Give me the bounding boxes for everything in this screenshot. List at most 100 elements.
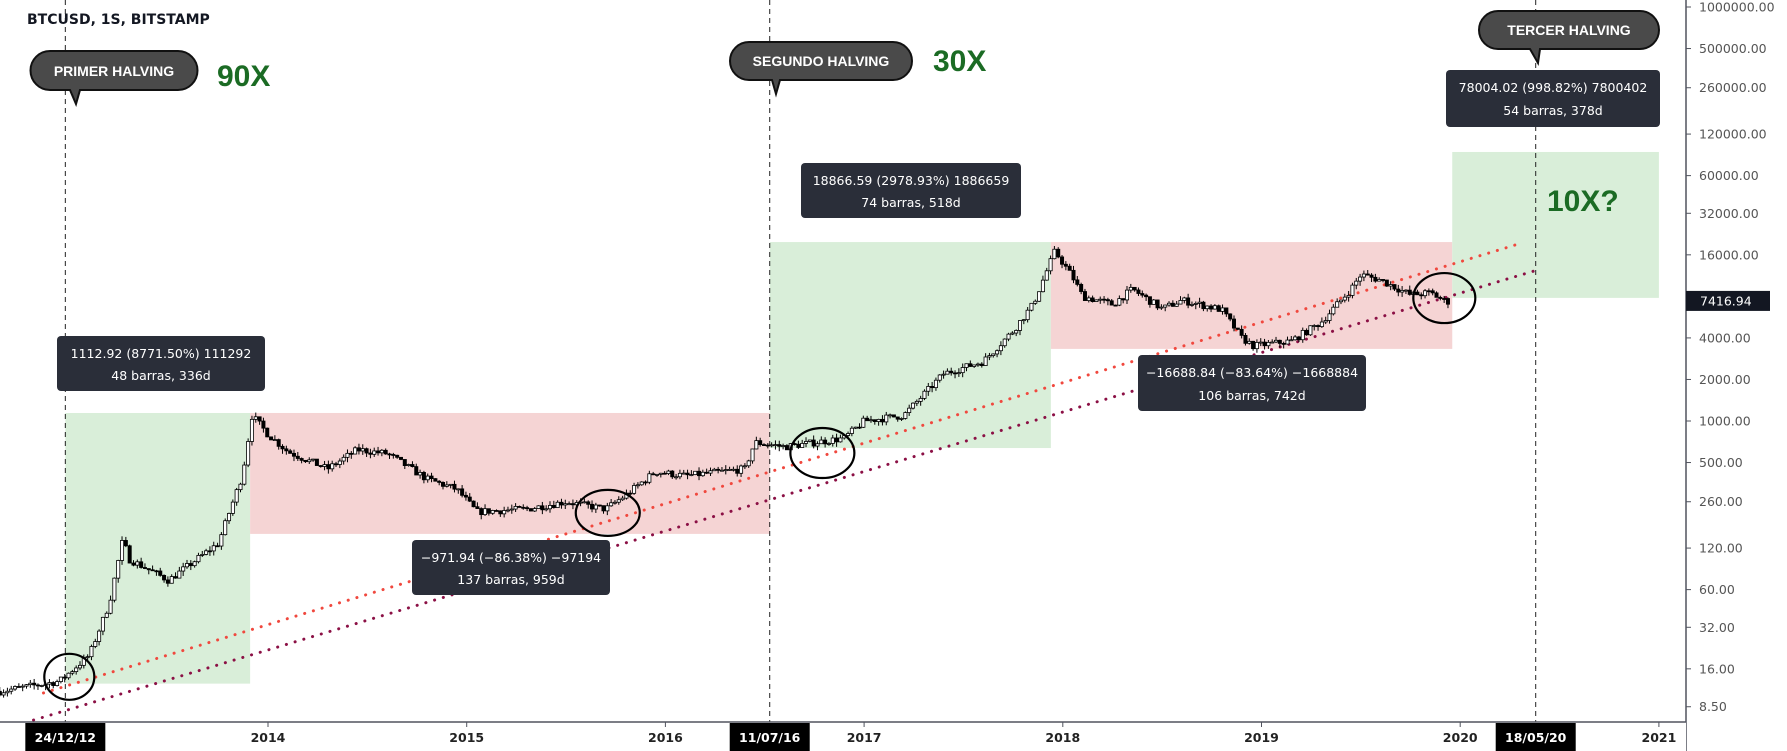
- candle-body: [1044, 270, 1049, 281]
- candle-body: [223, 520, 228, 536]
- candle-body: [429, 475, 434, 480]
- candle-body: [723, 469, 728, 472]
- candle-body: [1293, 336, 1298, 341]
- candle: [544, 505, 549, 512]
- candle: [930, 381, 935, 393]
- candle: [314, 458, 319, 466]
- candle: [647, 470, 652, 485]
- candle-body: [945, 370, 950, 375]
- candle: [685, 469, 690, 480]
- candle-body: [1304, 329, 1309, 336]
- candle-body: [242, 464, 247, 485]
- candle-body: [165, 579, 170, 584]
- candle: [666, 469, 671, 476]
- stats-bars-days: 48 barras, 336d: [111, 368, 210, 383]
- candle-body: [74, 667, 79, 672]
- candle: [1319, 317, 1324, 328]
- candle: [1144, 293, 1149, 301]
- candle-body: [211, 545, 216, 552]
- stats-box-4[interactable]: −16688.84 (−83.64%) −1668884 106 barras,…: [1138, 355, 1366, 411]
- candle-body: [108, 599, 113, 614]
- green-zone: [1452, 151, 1659, 298]
- candle-body: [444, 484, 449, 487]
- candle: [1014, 329, 1019, 337]
- candle: [1445, 297, 1450, 309]
- time-axis[interactable]: [0, 722, 1686, 751]
- stats-box-5[interactable]: 78004.02 (998.82%) 7800402 54 barras, 37…: [1446, 70, 1660, 127]
- highlight-circle: [789, 426, 856, 480]
- candle-body: [353, 447, 358, 455]
- candle: [406, 463, 411, 467]
- candle: [376, 446, 381, 456]
- callout-primer-halving[interactable]: PRIMER HALVING: [29, 50, 199, 107]
- candle: [1197, 297, 1202, 308]
- callout-segundo-halving[interactable]: SEGUNDO HALVING: [729, 41, 913, 98]
- candle-body: [1025, 309, 1030, 321]
- candle-body: [1220, 307, 1225, 312]
- candle-body: [1098, 298, 1103, 301]
- green-zone: [769, 242, 1051, 449]
- candle-body: [1254, 342, 1259, 350]
- candle: [1167, 301, 1172, 307]
- candle: [853, 426, 858, 430]
- candle-body: [1224, 307, 1229, 315]
- stats-box-1[interactable]: 1112.92 (8771.50%) 111292 48 barras, 336…: [57, 336, 265, 391]
- candle-body: [502, 510, 507, 515]
- zones-layer: [65, 151, 1659, 684]
- candle: [888, 413, 893, 419]
- candle-body: [39, 685, 44, 687]
- candle: [616, 496, 621, 505]
- candle-body: [555, 501, 560, 509]
- candle: [1029, 302, 1034, 312]
- candle-body: [911, 402, 916, 409]
- candle: [777, 440, 782, 452]
- candle: [876, 418, 881, 426]
- stats-box-2[interactable]: −971.94 (−86.38%) −97194 137 barras, 959…: [412, 540, 610, 595]
- price-axis[interactable]: [1686, 0, 1787, 751]
- candle: [612, 500, 617, 505]
- candle: [398, 456, 403, 461]
- candle: [1067, 263, 1072, 271]
- candle-body: [1251, 340, 1256, 350]
- candle: [723, 465, 728, 475]
- candle-body: [463, 494, 468, 498]
- candle-body: [1205, 305, 1210, 310]
- candle-body: [1331, 306, 1336, 315]
- candle: [280, 444, 285, 454]
- candle-body: [761, 444, 766, 446]
- candle: [700, 469, 705, 477]
- candle-body: [853, 426, 858, 429]
- candle: [739, 464, 744, 477]
- candle: [463, 491, 468, 501]
- candle-body: [616, 499, 621, 503]
- stats-box-3[interactable]: 18866.59 (2978.93%) 1886659 74 barras, 5…: [801, 163, 1021, 218]
- candle: [857, 423, 862, 429]
- candle-body: [1308, 325, 1313, 336]
- candle-body: [1209, 305, 1214, 310]
- candle: [1277, 339, 1282, 348]
- candle-body: [1018, 320, 1023, 331]
- candle-body: [700, 471, 705, 477]
- candle-body: [1285, 339, 1290, 345]
- candle-body: [991, 353, 996, 357]
- candle-body: [880, 418, 885, 423]
- candle: [1423, 288, 1428, 299]
- candle: [219, 532, 224, 550]
- callout-tercer-halving[interactable]: TERCER HALVING: [1478, 10, 1660, 67]
- candle-body: [1323, 320, 1328, 323]
- candle: [804, 437, 809, 448]
- price-tick-label: 32.00: [1699, 620, 1735, 635]
- candle-body: [570, 503, 575, 506]
- candle: [941, 370, 946, 379]
- candle-body: [1319, 321, 1324, 328]
- candle: [39, 684, 44, 688]
- candle-body: [383, 449, 388, 455]
- candle-body: [452, 483, 457, 490]
- candle-body: [414, 466, 419, 476]
- candle-body: [716, 468, 721, 471]
- candle: [945, 368, 950, 375]
- candle: [1220, 304, 1225, 315]
- multiplier-90x: 90X: [217, 60, 270, 93]
- candle-body: [739, 465, 744, 474]
